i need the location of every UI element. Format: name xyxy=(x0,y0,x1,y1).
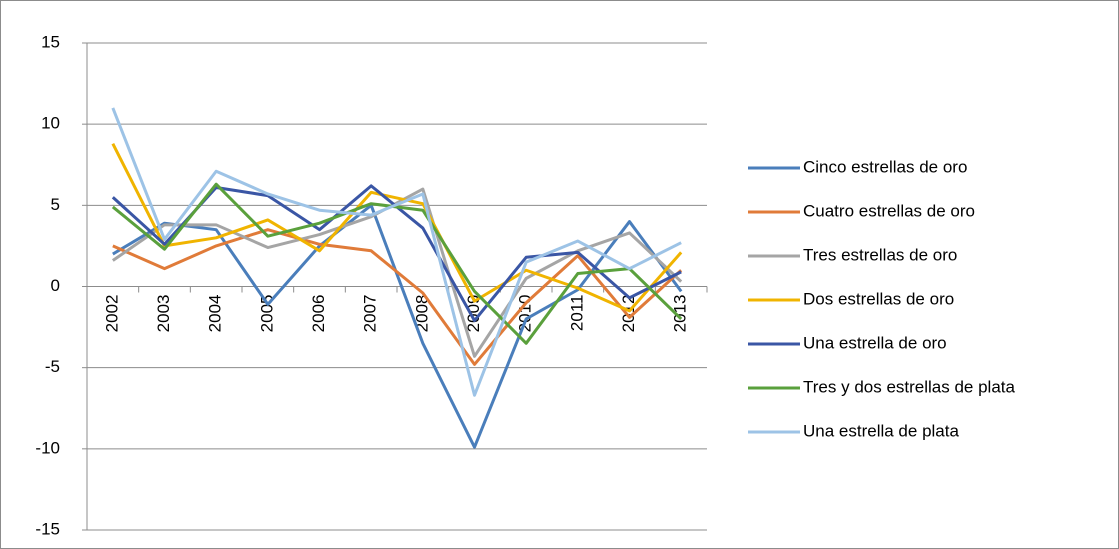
series-line xyxy=(111,107,682,397)
y-tick-label: -15 xyxy=(35,519,60,538)
y-tick-label: 10 xyxy=(41,114,60,133)
x-tick-label: 2011 xyxy=(567,295,586,332)
series-line xyxy=(112,228,683,366)
y-tick-label: -5 xyxy=(45,357,60,376)
x-tick-label: 2007 xyxy=(361,295,380,333)
series-line xyxy=(111,142,683,313)
x-tick-label: 2006 xyxy=(309,295,328,333)
x-tick-label: 2004 xyxy=(206,295,225,333)
legend-label: Una estrella de oro xyxy=(803,333,947,352)
series-line xyxy=(111,182,683,345)
y-tick-label: 15 xyxy=(41,32,60,51)
series-line xyxy=(111,187,683,358)
legend-label: Dos estrellas de oro xyxy=(803,289,954,308)
legend-label: Tres y dos estrellas de plata xyxy=(803,377,1016,396)
x-tick-label: 2003 xyxy=(154,295,173,333)
y-tick-label: 0 xyxy=(51,276,60,295)
series-line xyxy=(112,203,683,449)
x-tick-label: 2009 xyxy=(464,295,483,333)
x-tick-label: 2012 xyxy=(619,295,638,333)
legend-label: Tres estrellas de oro xyxy=(803,245,957,264)
x-tick-label: 2008 xyxy=(412,295,431,333)
y-tick-label: 5 xyxy=(51,195,60,214)
legend-label: Una estrella de plata xyxy=(803,421,959,440)
x-tick-label: 2002 xyxy=(102,295,121,333)
y-tick-label: -10 xyxy=(35,438,60,457)
x-tick-label: 2010 xyxy=(516,295,535,333)
x-tick-label: 2013 xyxy=(671,295,690,333)
legend-label: Cinco estrellas de oro xyxy=(803,157,967,176)
x-tick-label: 2005 xyxy=(257,295,276,333)
legend-label: Cuatro estrellas de oro xyxy=(803,201,975,220)
